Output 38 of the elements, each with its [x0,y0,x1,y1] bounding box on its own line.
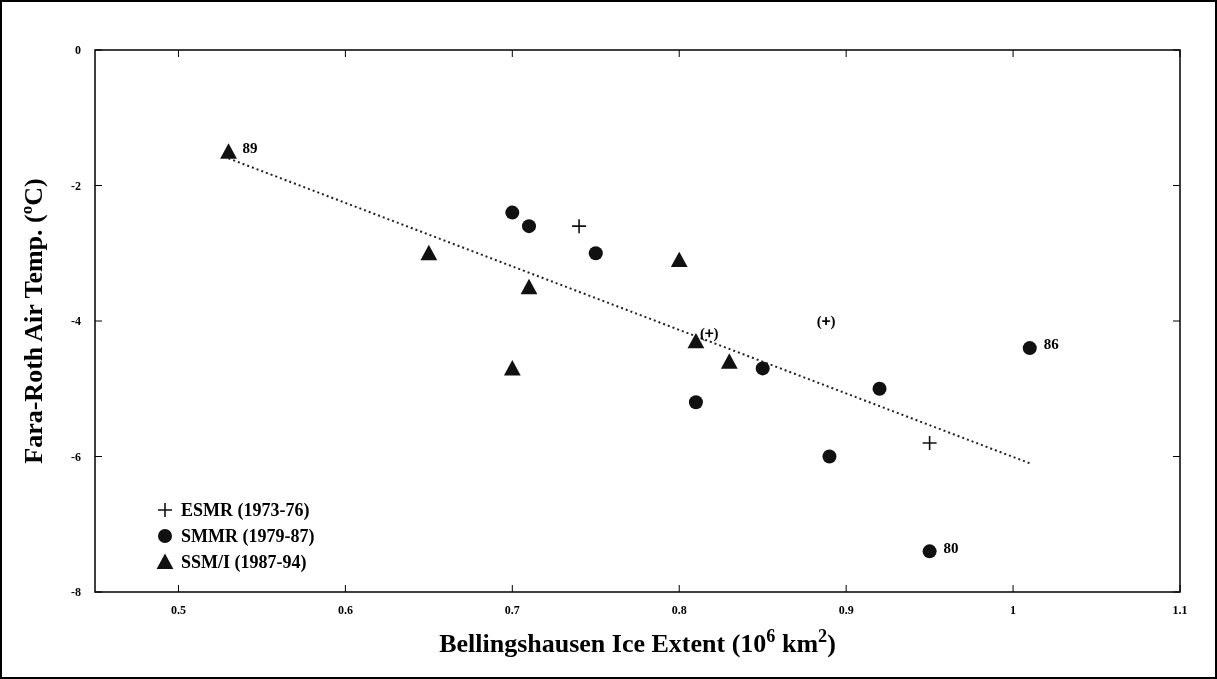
x-tick-label: 1 [1010,603,1017,617]
point [520,278,538,295]
x-tick-label: 1.1 [1172,603,1188,617]
x-tick-label: 0.7 [504,603,520,617]
point [1022,341,1037,356]
point [688,395,703,410]
x-axis-title: Bellingshausen Ice Extent (10$^{6}$ km$^{2}$) [439,626,836,658]
point [522,219,536,234]
annotation: (+) [816,313,836,331]
annotation: 80 [943,539,959,556]
x-tick-label: 0.8 [671,603,687,617]
point [822,449,837,464]
point [755,361,770,376]
x-tick-label: 0.6 [337,603,353,617]
y-tick-label: -6 [71,449,81,464]
point [670,251,688,268]
point [505,205,520,220]
y-tick-label: -4 [71,314,81,329]
point [922,544,937,559]
point [872,381,887,396]
point [588,246,603,261]
legend-label: SMMR (1979-87) [181,526,315,548]
legend-label: SSM/I (1987-94) [181,552,307,574]
annotation: 89 [242,139,258,156]
annotation: 86 [1043,336,1060,353]
point [720,353,738,369]
y-axis-title: Fara-Roth Air Temp. (ºC) [19,178,48,464]
x-tick-label: 0.5 [170,603,186,617]
point [921,435,938,451]
point [220,143,237,159]
point [503,360,521,376]
legend-label: ESMR (1973-76) [181,500,310,522]
y-tick-label: -2 [71,178,81,193]
point [571,218,587,234]
y-tick-label: 0 [75,43,81,58]
x-tick-label: 0.9 [838,603,854,617]
point [420,244,438,261]
y-tick-label: -8 [71,585,81,600]
